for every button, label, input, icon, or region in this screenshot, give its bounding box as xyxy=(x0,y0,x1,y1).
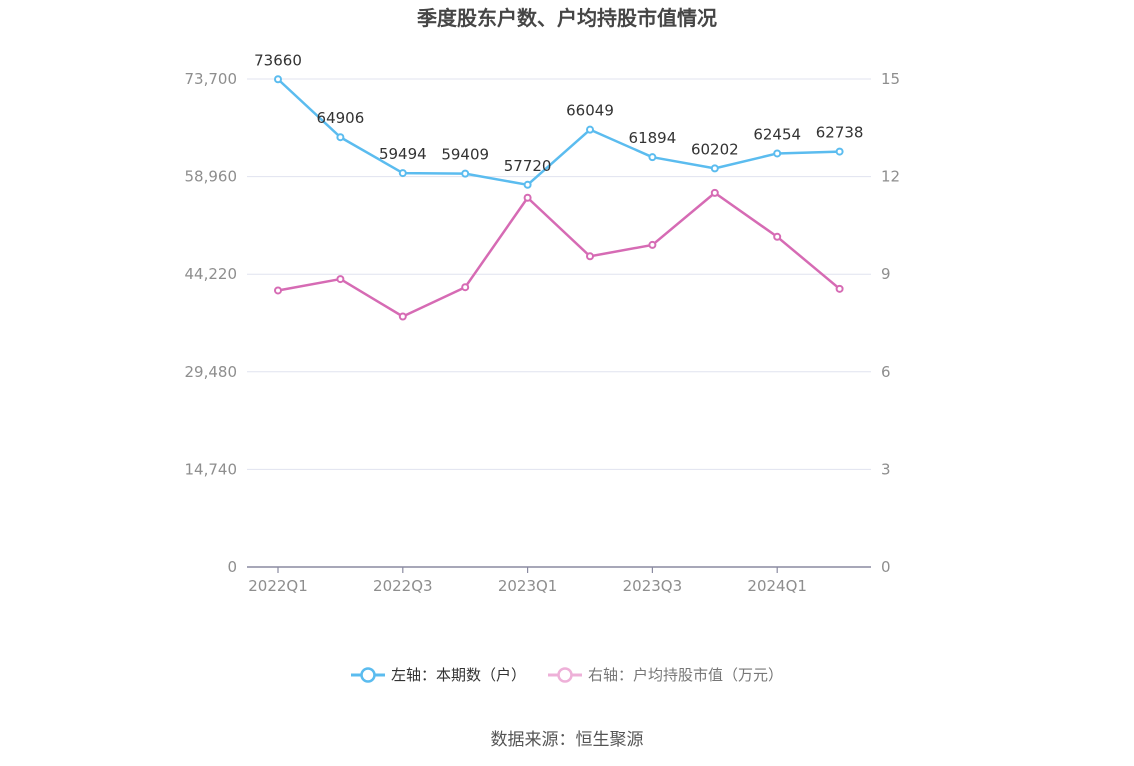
axes: 0 14,740 29,480 44,220 58,960 73,700 0 3 6 9 12 15 2… xyxy=(185,70,901,595)
data-point xyxy=(710,164,719,173)
data-label: 62454 xyxy=(753,125,801,143)
data-point xyxy=(710,188,719,197)
data-point xyxy=(461,169,470,178)
data-label: 60202 xyxy=(691,140,739,158)
legend-label-market-value: 右轴：户均持股市值（万元） xyxy=(588,666,784,684)
left-axis-tick-label: 44,220 xyxy=(185,265,238,283)
data-point xyxy=(336,133,345,142)
data-point xyxy=(835,147,844,156)
left-axis-tick-label: 58,960 xyxy=(185,168,238,186)
data-label: 73660 xyxy=(254,51,302,69)
data-point xyxy=(274,286,282,295)
right-axis-tick-label: 12 xyxy=(881,168,900,186)
data-point xyxy=(648,240,657,249)
right-axis-tick-label: 3 xyxy=(881,460,891,478)
legend-label-households: 左轴：本期数（户） xyxy=(390,666,526,684)
data-point xyxy=(461,283,470,292)
data-label: 57720 xyxy=(504,157,552,175)
data-source: 数据来源：恒生聚源 xyxy=(490,730,644,750)
right-axis-tick-label: 6 xyxy=(881,363,891,381)
legend-marker-market-value-icon xyxy=(548,666,582,683)
data-point xyxy=(773,149,782,158)
data-point xyxy=(586,252,594,261)
data-labels: 73660 64906 59494 59409 57720 66049 61894 60202… xyxy=(254,51,863,175)
x-axis-tick-label: 2022Q3 xyxy=(373,577,433,595)
x-axis-tick-label: 2024Q1 xyxy=(747,577,807,595)
chart-title: 季度股东户数、户均持股市值情况 xyxy=(417,6,717,30)
data-point xyxy=(523,193,532,202)
data-point xyxy=(835,284,844,293)
data-point xyxy=(523,180,532,189)
left-axis-tick-label: 73,700 xyxy=(185,70,238,88)
data-label: 61894 xyxy=(629,129,677,147)
data-point xyxy=(773,232,782,241)
legend-item-market-value[interactable]: 右轴：户均持股市值（万元） xyxy=(548,664,783,685)
legend-marker-households-icon xyxy=(350,666,385,683)
data-label: 59494 xyxy=(379,145,427,163)
data-point xyxy=(274,75,282,84)
data-label: 59409 xyxy=(441,146,489,164)
legend-item-households[interactable]: 左轴：本期数（户） xyxy=(350,664,526,685)
legend: 左轴：本期数（户） 右轴：户均持股市值（万元） xyxy=(0,664,1134,685)
right-axis-tick-label: 0 xyxy=(881,558,891,576)
data-point xyxy=(398,312,407,321)
data-label: 64906 xyxy=(317,109,365,127)
data-point xyxy=(648,153,657,162)
x-axis-tick-label: 2023Q1 xyxy=(498,577,558,595)
series-line-1 xyxy=(277,191,841,318)
data-point xyxy=(398,169,407,178)
data-point xyxy=(336,275,345,284)
grid-lines xyxy=(247,78,871,470)
right-axis-tick-label: 9 xyxy=(881,265,891,283)
right-axis-tick-label: 15 xyxy=(881,70,900,88)
left-axis-tick-label: 29,480 xyxy=(185,363,238,381)
data-label: 66049 xyxy=(566,102,614,120)
left-axis-tick-label: 14,740 xyxy=(185,460,238,478)
left-axis-tick-label: 0 xyxy=(227,558,237,576)
x-axis-tick-label: 2023Q3 xyxy=(623,577,683,595)
x-axis-tick-label: 2022Q1 xyxy=(248,577,308,595)
data-point xyxy=(586,125,594,134)
series-layer xyxy=(274,75,844,321)
data-label: 62738 xyxy=(816,124,864,142)
series-line-0 xyxy=(277,78,840,187)
